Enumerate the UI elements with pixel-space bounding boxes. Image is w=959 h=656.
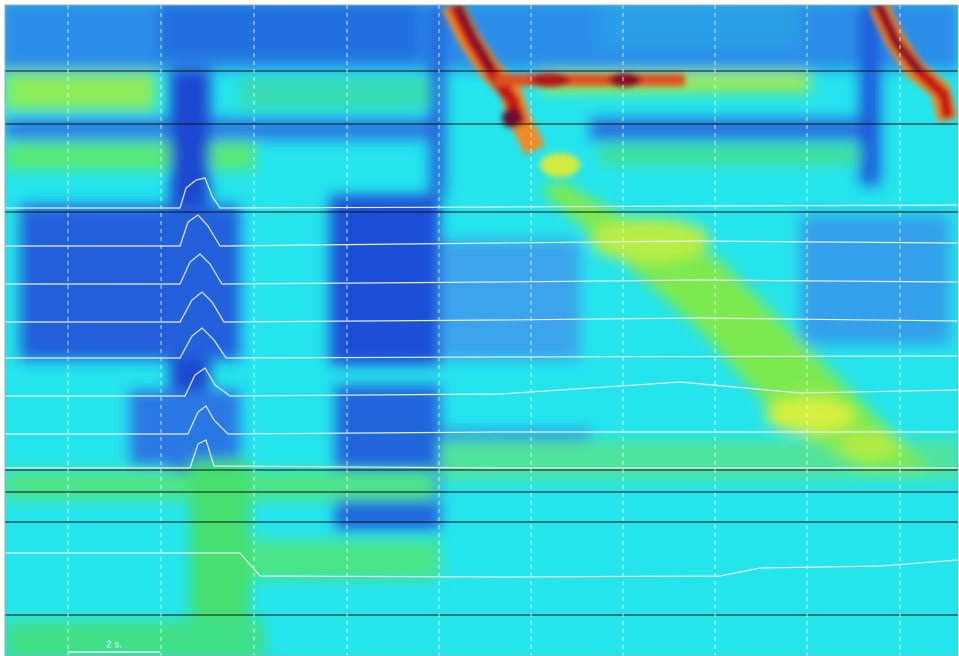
manometry-screenshot: 2 s. bbox=[0, 0, 959, 656]
pressure-topography: 2 s. bbox=[0, 0, 959, 656]
scale-label: 2 s. bbox=[106, 640, 122, 651]
